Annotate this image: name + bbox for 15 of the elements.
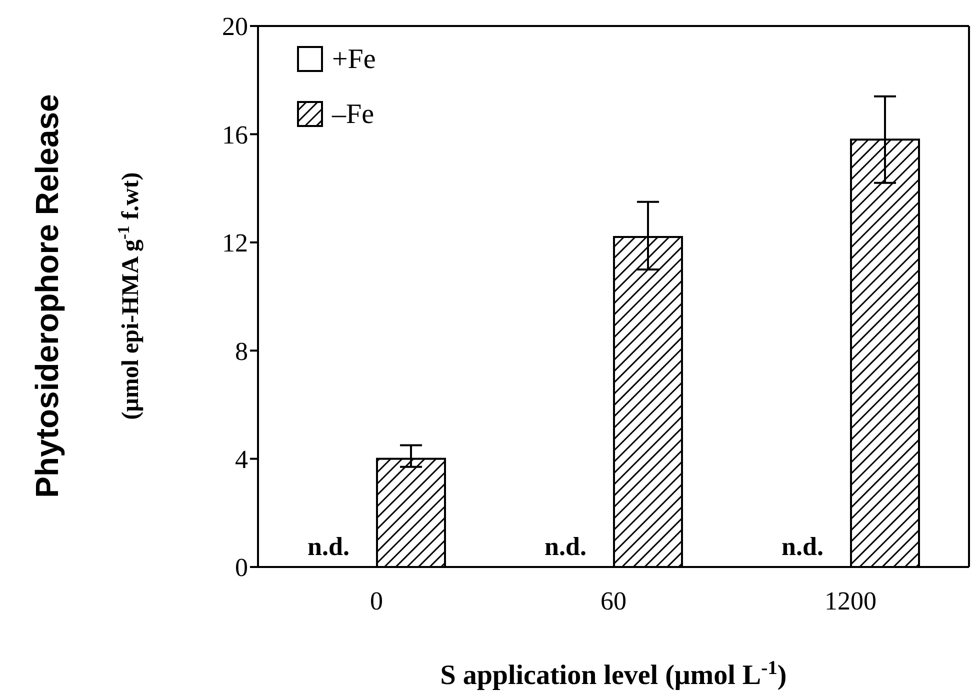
y-tick-label: 16 [222, 120, 248, 150]
legend-label: +Fe [332, 44, 376, 75]
y-tick-label: 8 [235, 336, 248, 366]
text: n.d. [308, 532, 350, 561]
y-tick-label: 0 [235, 553, 248, 582]
text: n.d. [782, 532, 824, 561]
x-tick-label: 60 [600, 586, 626, 616]
y-tick-label: 20 [222, 12, 248, 42]
y-tick-label: 12 [222, 228, 248, 258]
text: n.d. [544, 532, 586, 561]
legend-label: –Fe [331, 99, 374, 130]
x-tick-label: 1200 [824, 586, 876, 616]
y-tick-label: 4 [235, 445, 248, 474]
x-axis-title: S application level (μmol L$^{-1}$) [440, 658, 787, 691]
x-tick-label: 0 [370, 586, 383, 616]
